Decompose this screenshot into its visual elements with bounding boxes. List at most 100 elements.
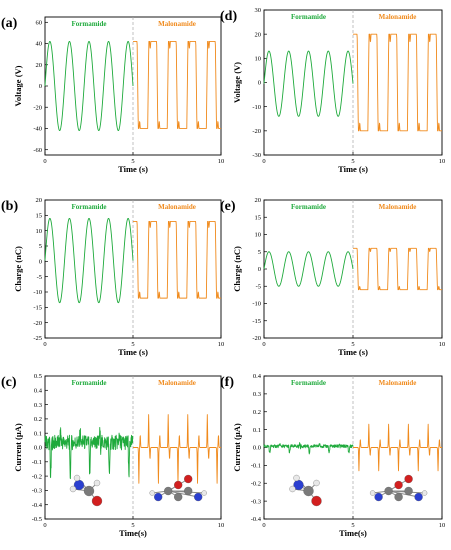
atom — [404, 474, 413, 484]
atom — [184, 486, 193, 496]
x-tick-label: 5 — [351, 522, 354, 529]
y-tick-label: -25 — [33, 335, 42, 342]
x-axis-title: Time (s) — [118, 164, 148, 174]
x-tick-label: 10 — [218, 522, 225, 529]
y-tick-label: 0.2 — [34, 416, 42, 423]
atom — [154, 492, 163, 502]
bond — [388, 490, 419, 498]
y-tick-label: 0 — [39, 83, 42, 90]
atom — [374, 492, 383, 502]
segment-label-malonamide: Malonamide — [379, 379, 417, 387]
atom — [293, 474, 300, 482]
y-axis-title: Current (μA) — [13, 423, 23, 472]
y-tick-label: -0.2 — [251, 480, 261, 487]
atom — [174, 492, 183, 502]
x-axis-title: Time (s) — [118, 347, 148, 357]
y-tick-label: -0.4 — [32, 502, 43, 509]
y-tick-label: 20 — [255, 197, 262, 204]
segment-label-formamide: Formamide — [72, 203, 107, 211]
segment-label-formamide: Formamide — [291, 203, 326, 211]
molecule-icons — [289, 474, 428, 507]
x-axis-title: Time(s) — [119, 528, 147, 538]
segment-label-malonamide: Malonamide — [158, 203, 196, 211]
atom — [303, 485, 314, 497]
atom — [311, 495, 322, 507]
y-tick-label: 0.2 — [253, 409, 261, 416]
series-line-formamide — [263, 251, 354, 287]
y-tick-label: -0.5 — [32, 516, 42, 523]
y-tick-label: 0.0 — [253, 445, 261, 452]
molecule-icons — [69, 474, 207, 507]
x-tick-label: 5 — [131, 522, 134, 529]
x-tick-label: 10 — [218, 341, 225, 348]
y-axis-title: Charge (nC) — [232, 246, 242, 292]
y-tick-label: -15 — [33, 305, 42, 312]
y-tick-label: -5 — [256, 283, 261, 290]
x-axis-title: Time (s) — [338, 164, 368, 174]
y-tick-label: 30 — [255, 7, 262, 14]
panel-f: -0.4 -0.3 -0.2 -0.1 0.0 0.1 0.2 0.3 0.4 0 5 10 Time(… — [220, 373, 445, 538]
y-tick-label: 15 — [255, 214, 262, 221]
atom — [91, 495, 103, 507]
x-tick-label: 0 — [262, 341, 265, 348]
y-tick-label: 0 — [258, 266, 261, 273]
y-tick-label: -10 — [33, 289, 42, 296]
y-tick-label: 0.0 — [34, 445, 42, 452]
y-tick-label: -15 — [252, 318, 261, 325]
x-tick-label: 10 — [439, 341, 446, 348]
atom — [404, 486, 413, 496]
y-tick-label: 10 — [255, 56, 262, 63]
x-axis-title: Time (s) — [338, 347, 368, 357]
series-line-malonamide — [132, 414, 222, 484]
bond — [168, 490, 199, 498]
atom — [83, 485, 95, 497]
atom — [184, 474, 193, 484]
series-line-malonamide — [352, 247, 443, 291]
y-axis-title: Current (μA) — [232, 423, 242, 472]
y-tick-label: -0.3 — [32, 488, 42, 495]
y-tick-label: 60 — [36, 20, 43, 27]
y-tick-label: -0.3 — [251, 498, 261, 505]
x-tick-label: 10 — [218, 158, 225, 165]
x-tick-label: 0 — [43, 341, 46, 348]
formamide-molecule-icon — [289, 474, 322, 507]
y-tick-label: 20 — [255, 31, 262, 38]
y-tick-label: 15 — [36, 213, 43, 220]
x-tick-label: 0 — [262, 522, 265, 529]
atom — [149, 490, 155, 496]
y-tick-label: 5 — [258, 249, 261, 256]
atom — [93, 479, 101, 487]
y-tick-label: -20 — [33, 104, 42, 111]
formamide-molecule-icon — [69, 474, 103, 507]
atom — [313, 479, 320, 487]
x-tick-label: 0 — [262, 158, 265, 165]
series-line-formamide — [44, 40, 134, 132]
y-tick-label: -5 — [37, 274, 42, 281]
y-tick-label: 0 — [258, 80, 261, 87]
series-line-malonamide — [352, 423, 443, 472]
y-axis-title: Charge (nC) — [13, 246, 23, 292]
series-line-malonamide — [352, 33, 443, 132]
series-line-malonamide — [132, 40, 222, 129]
x-tick-label: 5 — [131, 158, 134, 165]
series-line-formamide — [263, 442, 354, 455]
atom — [201, 490, 207, 496]
y-axis-title: Voltage (V) — [13, 65, 23, 106]
atom — [69, 485, 77, 493]
panel-b: -25 -20 -15 -10 -5 0 5 10 15 20 0 5 10 Time (s) Charge… — [1, 197, 224, 357]
panel-letter: (f) — [220, 375, 234, 390]
atom — [394, 480, 403, 490]
panel-a: -60 -40 -20 0 20 40 60 0 5 10 Time (s) Voltage (V) (… — [1, 16, 224, 174]
panel-letter: (c) — [1, 375, 17, 390]
x-tick-label: 5 — [351, 341, 354, 348]
panel-letter: (a) — [1, 16, 18, 31]
segment-label-malonamide: Malonamide — [158, 20, 196, 28]
y-tick-label: -20 — [33, 320, 42, 327]
y-tick-label: 0.1 — [34, 430, 42, 437]
y-tick-label: -0.2 — [32, 473, 42, 480]
series-line-malonamide — [132, 221, 222, 299]
y-tick-label: 10 — [36, 228, 43, 235]
x-axis-title: Time(s) — [339, 528, 367, 538]
series-line-formamide — [44, 426, 134, 480]
